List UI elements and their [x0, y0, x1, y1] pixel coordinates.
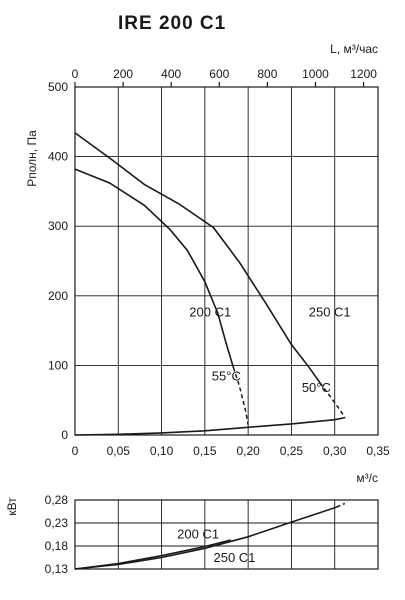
power-series-line-1: [74, 507, 335, 570]
x2-tick-label: 600: [209, 67, 229, 81]
x2-axis-label: L, м³/час: [330, 42, 378, 56]
curve-annotation: 200 C1: [189, 305, 231, 320]
y-tick-label: 0,13: [45, 562, 69, 576]
y-tick-label: 0,23: [45, 516, 69, 530]
x2-tick-label: 1200: [350, 67, 377, 81]
series-line-3: [319, 382, 346, 419]
y-tick-label: 0,28: [45, 493, 69, 507]
x2-tick-label: 400: [161, 67, 181, 81]
curve-annotation: 200 C1: [177, 527, 219, 542]
x-tick-label: 0,10: [150, 444, 174, 458]
power-series-line-0: [74, 539, 231, 570]
series-line-4: [74, 416, 346, 436]
y-axis-label: кВт: [5, 497, 19, 516]
x-axis-label: м³/с: [356, 471, 378, 485]
y-axis-label: Pполн, Па: [25, 130, 39, 187]
x2-tick-label: 200: [113, 67, 133, 81]
curve-annotation: 50°C: [302, 380, 331, 395]
plot-frame: [74, 86, 379, 436]
x-tick-label: 0,15: [193, 444, 217, 458]
curve-annotation: 250 C1: [214, 550, 256, 565]
x2-tick-label: 1000: [302, 67, 329, 81]
curve-annotation: 55°C: [212, 369, 241, 384]
x-tick-label: 0,05: [107, 444, 131, 458]
x2-tick-label: 800: [257, 67, 277, 81]
y-tick-label: 0: [61, 428, 68, 442]
curve-annotation: 250 C1: [309, 305, 351, 320]
power-series-line-2: [334, 501, 349, 509]
y-tick-label: 300: [48, 219, 68, 233]
x2-tick-label: 0: [72, 67, 79, 81]
x-tick-label: 0,25: [280, 444, 304, 458]
x-tick-label: 0,35: [366, 444, 390, 458]
series-line-1: [232, 367, 249, 425]
x-tick-label: 0: [72, 444, 79, 458]
series-line-2: [74, 132, 321, 384]
series-line-0: [74, 168, 235, 368]
y-tick-label: 0,18: [45, 539, 69, 553]
y-tick-label: 400: [48, 150, 68, 164]
plot-frame: [74, 499, 379, 570]
y-tick-label: 100: [48, 358, 68, 372]
y-tick-label: 500: [48, 80, 68, 94]
x-tick-label: 0,30: [323, 444, 347, 458]
y-tick-label: 200: [48, 289, 68, 303]
pressure-flow-chart: 0 0,05 0,10 0,15 0,20 0,25 0,30 0,35 0 100 200 300 4…: [25, 42, 390, 485]
x-tick-label: 0,20: [236, 444, 260, 458]
chart-title: IRE 200 C1: [118, 13, 226, 34]
power-chart: 0,28 0,23 0,18 0,13 кВт 200 C1 250 C1: [5, 493, 379, 576]
